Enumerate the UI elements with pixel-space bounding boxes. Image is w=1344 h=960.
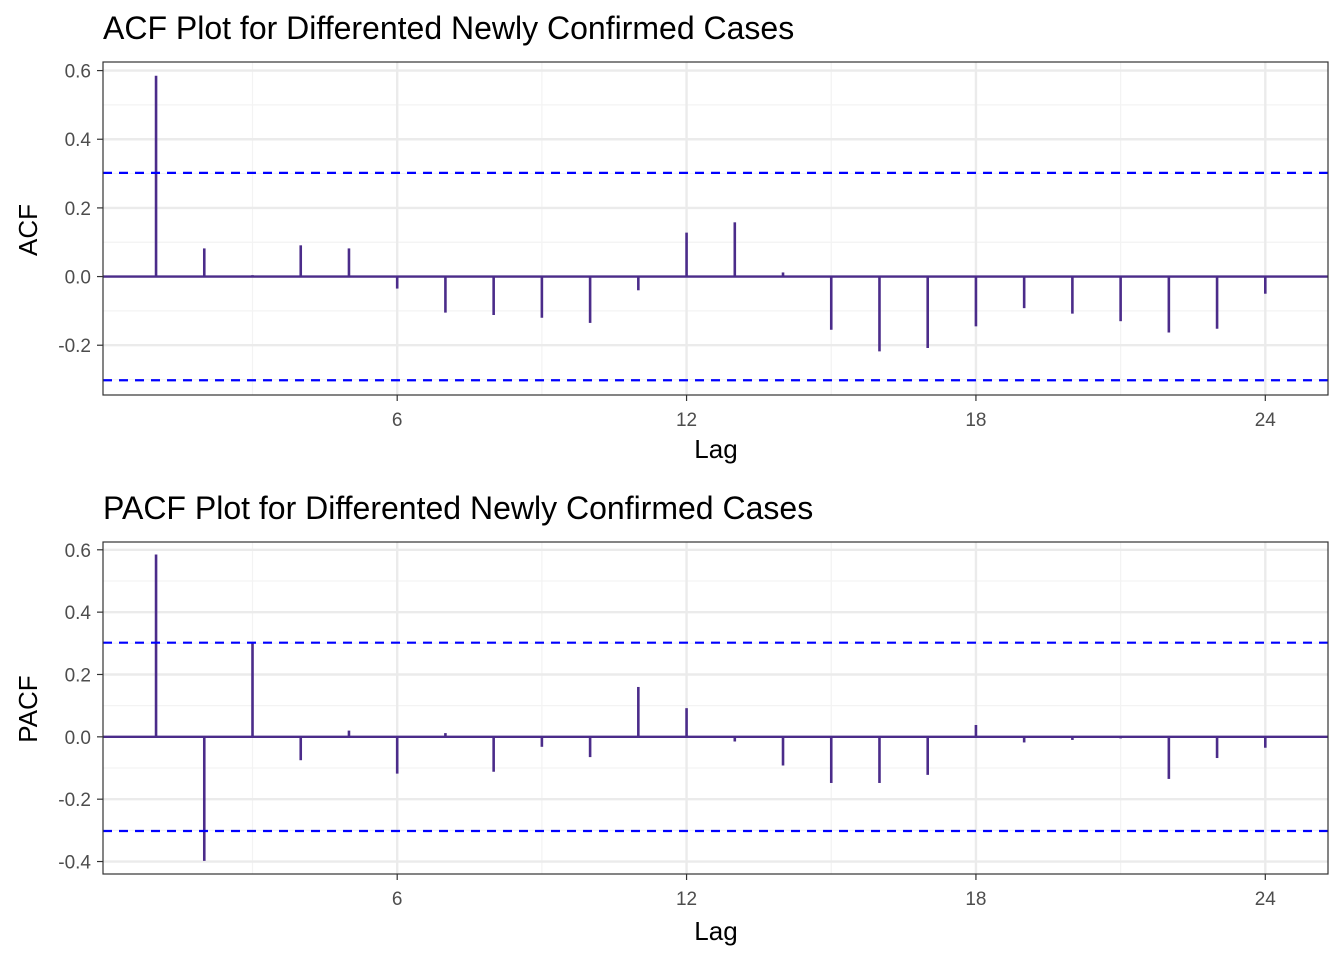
- acf-y-tick-label: 0.2: [65, 199, 91, 220]
- pacf-y-tick-label: 0.0: [65, 728, 91, 749]
- pacf-x-tick-label: 18: [965, 889, 986, 910]
- pacf-plot-area: 6 12 18 24 -0.4 -0.2 0.0 0.2 0.4 0.6: [58, 541, 1329, 910]
- acf-plot-area: 6 12 18 24 -0.2 0.0 0.2 0.4 0.6: [58, 61, 1329, 431]
- pacf-y-tick-label: -0.4: [58, 853, 91, 874]
- pacf-y-axis-title: PACF: [13, 675, 43, 742]
- pacf-chart-title: PACF Plot for Differented Newly Confirme…: [103, 490, 813, 526]
- acf-y-axis-title: ACF: [13, 204, 43, 256]
- pacf-y-tick-label: 0.6: [65, 541, 91, 562]
- acf-x-tick-label: 12: [676, 410, 697, 431]
- pacf-y-tick-label: 0.2: [65, 665, 91, 686]
- acf-y-tick-label: 0.6: [65, 62, 91, 83]
- pacf-x-tick-label: 6: [392, 889, 403, 910]
- pacf-x-tick-label: 12: [676, 889, 697, 910]
- acf-y-tick-label: 0.0: [65, 268, 91, 289]
- acf-x-tick-label: 24: [1255, 410, 1277, 431]
- pacf-x-tick-label: 24: [1255, 889, 1277, 910]
- acf-x-tick-label: 18: [965, 410, 986, 431]
- pacf-panel-background: [103, 542, 1328, 874]
- pacf-chart: PACF Plot for Differented Newly Confirme…: [13, 490, 1329, 946]
- acf-chart: ACF Plot for Differented Newly Confirmed…: [13, 10, 1329, 464]
- pacf-x-axis-title: Lag: [694, 916, 737, 946]
- pacf-y-tick-label: -0.2: [58, 790, 91, 811]
- acf-x-tick-label: 6: [392, 410, 403, 431]
- acf-panel-border: [102, 61, 1329, 396]
- acf-chart-title: ACF Plot for Differented Newly Confirmed…: [103, 10, 794, 46]
- pacf-panel-border: [102, 541, 1329, 875]
- acf-y-tick-label: 0.4: [65, 130, 92, 151]
- acf-panel-background: [103, 62, 1328, 395]
- pacf-y-tick-label: 0.4: [65, 603, 92, 624]
- acf-x-axis-title: Lag: [694, 434, 737, 464]
- acf-y-tick-label: -0.2: [58, 336, 91, 357]
